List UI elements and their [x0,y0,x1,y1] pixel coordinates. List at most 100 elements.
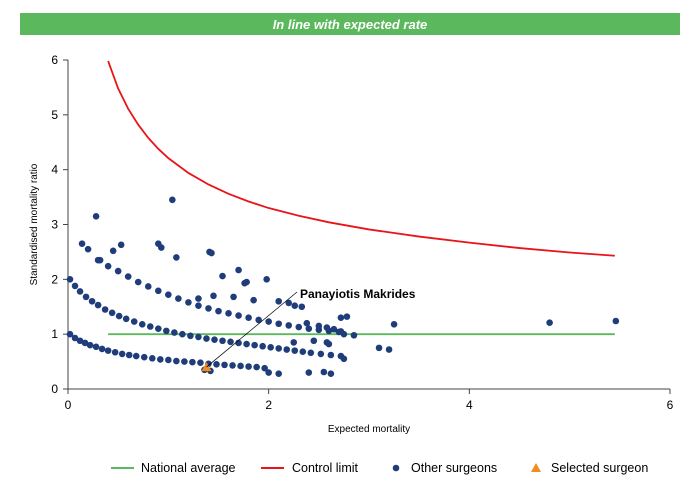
control-limit-line [107,60,615,257]
other-surgeon-point [299,348,307,356]
other-surgeon-point [285,322,293,329]
other-surgeon-point [307,349,315,357]
legend-item-control-limit: Control limit [261,461,359,475]
other-surgeon-point [243,278,250,286]
other-surgeon-point [148,354,156,362]
other-surgeon-point [195,295,202,302]
other-surgeon-point [109,247,117,255]
other-surgeon-point [157,356,164,363]
other-surgeon-point [211,336,218,343]
other-surgeon-point [265,318,272,325]
series-points [66,196,620,377]
other-surgeon-point [124,273,132,280]
other-surgeon-point [291,302,299,309]
other-surgeon-point [261,364,268,372]
other-surgeon-point [130,318,138,325]
other-surgeon-point [94,301,102,309]
other-surgeon-point [325,340,333,348]
legend-item-national-average: National average [111,461,236,475]
other-surgeon-point [330,325,338,333]
other-surgeon-point [546,319,553,326]
other-surgeon-point [327,351,335,359]
other-surgeon-point [104,347,112,354]
other-surgeon-point [81,339,89,347]
other-surgeon-point [235,339,242,347]
other-surgeon-point [229,362,236,369]
y-axis-title: Standardised mortality ratio [29,163,40,285]
other-surgeon-point [265,369,272,376]
other-surgeon-point [315,322,323,330]
other-surgeon-point [385,346,393,353]
other-surgeon-point [115,312,123,320]
other-surgeon-point [250,296,257,304]
other-surgeon-point [114,267,122,275]
status-banner-text: In line with expected rate [272,16,428,32]
other-surgeon-point [108,309,116,317]
x-tick-label: 6 [667,398,674,412]
other-surgeon-point [295,323,303,331]
other-surgeon-point [92,343,100,351]
legend: National average Control limit Other sur… [111,461,648,475]
other-surgeon-point [96,256,104,264]
other-surgeon-point [104,262,112,270]
legend-swatch-triangle [531,463,541,472]
other-surgeon-point [82,293,90,301]
other-surgeon-point [179,330,186,338]
other-surgeon-point [118,350,126,358]
other-surgeon-point [165,291,172,298]
other-surgeon-point [235,312,242,319]
other-surgeon-point [219,272,226,280]
other-surgeon-point [310,337,318,345]
other-surgeon-point [163,327,170,335]
other-surgeon-point [337,328,345,335]
legend-label: Selected surgeon [551,461,648,475]
other-surgeon-point [221,361,228,369]
other-surgeon-point [227,338,234,346]
other-surgeon-point [208,249,215,257]
y-tick-label: 6 [51,53,58,67]
annotation: Panayiotis Makrides [206,287,416,368]
other-surgeon-point [303,319,311,327]
other-surgeon-point [213,361,220,368]
other-surgeon-point [132,352,140,360]
other-surgeon-point [78,240,86,247]
other-surgeon-point [235,266,242,274]
other-surgeon-point [237,362,244,370]
other-surgeon-point [98,345,106,353]
other-surgeon-point [101,306,109,313]
other-surgeon-point [203,335,210,342]
other-surgeon-point [253,363,260,371]
other-surgeon-point [155,325,162,332]
x-tick-label: 2 [265,398,272,412]
legend-label: Other surgeons [411,461,497,475]
x-tick-label: 4 [466,398,473,412]
other-surgeon-point [285,299,293,307]
legend-item-other-surgeons: Other surgeons [392,461,497,475]
other-surgeon-point [76,337,84,345]
other-surgeon-point [305,325,313,332]
other-surgeon-point [390,320,398,328]
other-surgeon-point [86,341,94,349]
other-surgeon-point [245,363,252,370]
other-surgeon-point [140,353,148,361]
other-surgeon-point [612,317,620,325]
annotation-label: Panayiotis Makrides [300,287,416,301]
other-surgeon-point [323,324,331,331]
other-surgeon-point [117,241,125,249]
other-surgeon-point [144,283,152,290]
other-surgeon-point [111,348,119,356]
other-surgeon-point [158,244,165,251]
other-surgeon-point [263,276,270,283]
other-surgeon-point [350,331,358,339]
other-surgeon-point [92,212,100,220]
other-surgeon-point [225,310,232,317]
annotation-leader-line [206,291,298,368]
other-surgeon-point [88,297,96,305]
other-surgeon-point [219,337,226,345]
other-surgeon-point [267,344,274,351]
other-surgeon-point [76,288,84,295]
other-surgeon-point [134,278,142,286]
other-surgeon-point [66,330,74,338]
other-surgeon-point [71,282,79,290]
